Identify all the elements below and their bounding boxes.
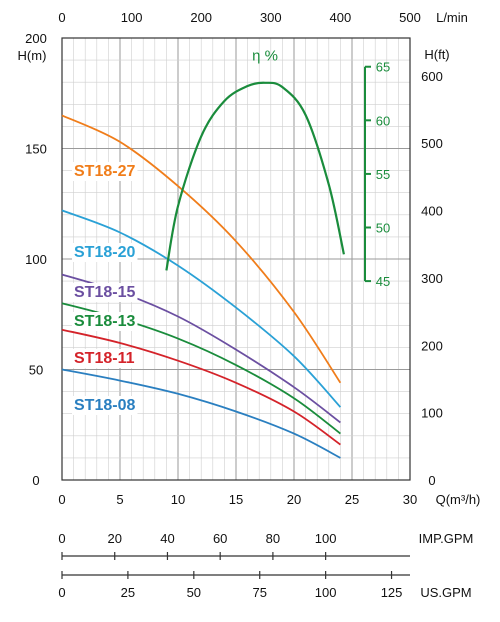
- us-gpm-tick-label: 0: [58, 585, 65, 600]
- us-gpm-tick-label: 100: [315, 585, 337, 600]
- y-tick-label: 100: [25, 252, 47, 267]
- y-tick-label: 0: [32, 473, 39, 488]
- x-top-axis-label: L/min: [436, 10, 468, 25]
- x-top-tick-label: 400: [330, 10, 352, 25]
- y-right-tick-label: 400: [421, 204, 443, 219]
- series-line-st18-27: [61, 114, 342, 384]
- x-tick-label: 10: [171, 492, 185, 507]
- x-top-tick-label: 500: [399, 10, 421, 25]
- series-line-st18-08: [61, 368, 341, 459]
- us-gpm-tick-label: 125: [381, 585, 403, 600]
- imp-gpm-tick-label: 80: [266, 531, 280, 546]
- us-gpm-axis-label: US.GPM: [420, 585, 471, 600]
- x-tick-label: 0: [58, 492, 65, 507]
- series-label-background: [72, 283, 138, 302]
- series-line-st18-20: [61, 209, 342, 408]
- series-label-background: [72, 396, 138, 415]
- series-label-background: [72, 312, 138, 331]
- efficiency-tick-label: 55: [376, 167, 390, 182]
- us-gpm-tick-label: 25: [121, 585, 135, 600]
- y-right-tick-label: 100: [421, 406, 443, 421]
- series-label-background: [72, 162, 138, 181]
- x-tick-label: 30: [403, 492, 417, 507]
- x-axis-label: Q(m³/h): [436, 492, 481, 507]
- imp-gpm-tick-label: 100: [315, 531, 337, 546]
- x-tick-label: 20: [287, 492, 301, 507]
- series-label-st18-20: ST18-20: [74, 244, 135, 261]
- series-label-st18-13: ST18-13: [74, 313, 135, 330]
- y-right-axis-label: H(ft): [424, 47, 449, 62]
- imp-gpm-tick-label: 0: [58, 531, 65, 546]
- y-right-tick-label: 0: [428, 473, 435, 488]
- y-right-tick-label: 200: [421, 338, 443, 353]
- series-label-st18-08: ST18-08: [74, 397, 135, 414]
- efficiency-tick-label: 50: [376, 221, 390, 236]
- imp-gpm-tick-label: 40: [160, 531, 174, 546]
- x-top-tick-label: 300: [260, 10, 282, 25]
- y-axis-label: H(m): [18, 48, 47, 63]
- y-right-tick-label: 600: [421, 69, 443, 84]
- imp-gpm-tick-label: 20: [107, 531, 121, 546]
- us-gpm-tick-label: 75: [252, 585, 266, 600]
- imp-gpm-axis-label: IMP.GPM: [419, 531, 474, 546]
- y-tick-label: 50: [29, 363, 43, 378]
- x-top-tick-label: 200: [190, 10, 212, 25]
- x-top-tick-label: 100: [121, 10, 143, 25]
- y-right-tick-label: 500: [421, 136, 443, 151]
- series-label-st18-27: ST18-27: [74, 163, 135, 180]
- efficiency-tick-label: 45: [376, 274, 390, 289]
- x-tick-label: 5: [116, 492, 123, 507]
- efficiency-curve: [165, 81, 345, 271]
- x-tick-label: 25: [345, 492, 359, 507]
- y-right-tick-label: 300: [421, 271, 443, 286]
- x-top-tick-label: 0: [58, 10, 65, 25]
- series-label-background: [72, 243, 138, 262]
- series-label-st18-11: ST18-11: [74, 350, 135, 367]
- series-line-st18-11: [61, 328, 341, 446]
- y-tick-label: 200: [25, 31, 47, 46]
- efficiency-curve-label: η %: [252, 47, 278, 64]
- plot-frame: [61, 37, 411, 481]
- imp-gpm-tick-label: 60: [213, 531, 227, 546]
- us-gpm-tick-label: 50: [187, 585, 201, 600]
- series-label-st18-15: ST18-15: [74, 284, 135, 301]
- series-label-background: [72, 349, 137, 368]
- efficiency-tick-label: 65: [376, 60, 390, 75]
- efficiency-tick-label: 60: [376, 113, 390, 128]
- x-tick-label: 15: [229, 492, 243, 507]
- y-tick-label: 150: [25, 142, 47, 157]
